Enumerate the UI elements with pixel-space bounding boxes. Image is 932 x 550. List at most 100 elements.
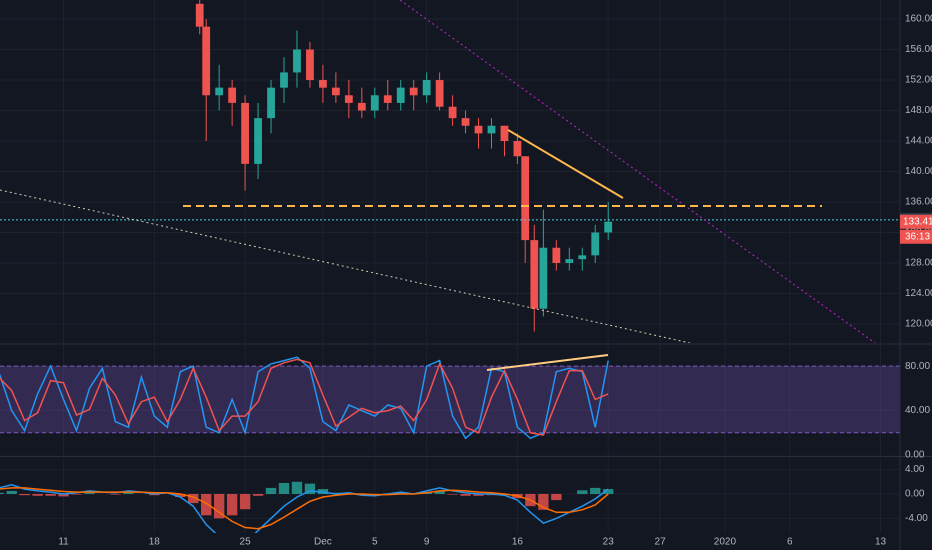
candle-body — [539, 247, 548, 309]
y-tick-label: 80.00 — [905, 361, 930, 372]
histogram-bar — [590, 487, 601, 494]
y-tick-label: 0.00 — [905, 489, 925, 500]
candle-body — [448, 106, 457, 119]
histogram-bar — [304, 483, 316, 494]
countdown-box — [900, 229, 932, 244]
candle-body — [435, 80, 444, 107]
x-tick-label: 18 — [149, 537, 161, 548]
candle-body — [396, 87, 405, 103]
candle-body — [344, 95, 353, 103]
x-tick-label: 16 — [512, 537, 524, 548]
trend-line — [0, 189, 691, 343]
drawings — [0, 0, 876, 343]
histogram-bar — [32, 493, 43, 496]
candle-body — [357, 102, 366, 111]
x-tick-label: 9 — [424, 537, 430, 548]
y-tick-label: 128.00 — [905, 258, 932, 269]
candle-body — [409, 87, 418, 96]
histogram-bar — [473, 493, 484, 496]
histogram-bar — [434, 490, 445, 494]
histogram-bar — [6, 490, 17, 494]
histogram-bar — [239, 493, 251, 510]
candle-body — [591, 232, 600, 256]
candle-body — [578, 255, 587, 260]
candle-body — [513, 141, 522, 157]
x-tick-label: 27 — [655, 537, 667, 548]
price-pane — [0, 0, 900, 343]
candle-body — [422, 80, 431, 96]
histogram-bar — [265, 487, 277, 494]
histogram-bar — [19, 493, 30, 496]
stoch-pane — [0, 345, 900, 455]
x-tick-label: 2020 — [714, 537, 737, 548]
candle-body — [241, 102, 249, 164]
candle-body — [228, 87, 237, 103]
candle-body — [195, 3, 204, 27]
histogram-bar — [291, 481, 303, 494]
y-tick-label: 144.00 — [905, 136, 932, 147]
x-tick-label: 23 — [603, 537, 615, 548]
candle-body — [604, 221, 613, 233]
candle-body — [461, 118, 470, 126]
candle-body — [521, 156, 530, 241]
candle-body — [267, 87, 275, 119]
y-tick-label: 4.00 — [905, 464, 925, 475]
y-tick-label: 124.00 — [905, 288, 932, 299]
histogram-bar — [110, 493, 121, 495]
candle-body — [319, 80, 327, 88]
y-tick-label: 0.00 — [905, 450, 925, 461]
x-tick-label: 25 — [240, 537, 252, 548]
divergence-line — [486, 354, 609, 371]
y-tick-label: 40.00 — [905, 405, 930, 416]
candle-body — [215, 87, 224, 96]
histogram-bar — [395, 492, 406, 494]
x-tick-label: 13 — [875, 537, 887, 548]
y-tick-label: 148.00 — [905, 105, 932, 116]
histogram-bar — [551, 493, 562, 501]
candle-body — [474, 125, 483, 134]
histogram-bar — [201, 493, 212, 516]
histogram-bar — [252, 493, 264, 496]
candle-body — [565, 259, 574, 263]
histogram-bar — [175, 493, 186, 498]
y-tick-label: 156.00 — [905, 44, 932, 55]
candle-body — [254, 118, 262, 164]
x-tick-label: 11 — [58, 537, 69, 548]
histogram-bar — [538, 493, 549, 510]
price-label: 133.41 — [903, 216, 932, 227]
candle-body — [202, 26, 211, 96]
histogram-bar — [84, 492, 95, 494]
histogram-bar — [447, 493, 458, 495]
histogram-bar — [71, 493, 82, 495]
y-tick-label: 152.00 — [905, 75, 932, 86]
x-tick-label: 6 — [787, 537, 793, 548]
histogram-bar — [603, 489, 614, 494]
price-label-box — [900, 214, 932, 229]
countdown: 36:13 — [905, 231, 930, 242]
series-line — [0, 356, 609, 440]
histogram-bar — [188, 493, 199, 504]
series-line — [0, 487, 609, 530]
y-tick-label: 160.00 — [905, 14, 932, 25]
histogram-bar — [278, 483, 290, 494]
candle-body — [383, 95, 392, 103]
candle-body — [487, 125, 496, 134]
y-tick-label: -4.00 — [905, 513, 928, 524]
candle-body — [293, 49, 301, 73]
histogram-bar — [577, 490, 588, 494]
candle-body — [370, 95, 379, 111]
histogram-bar — [0, 492, 4, 494]
y-tick-label: 140.00 — [905, 166, 932, 177]
histogram-bar — [226, 493, 238, 516]
candle-body — [306, 49, 314, 81]
histogram-bar — [45, 493, 56, 496]
macd-pane — [0, 458, 900, 533]
candle-body — [552, 247, 561, 263]
histogram-bar — [58, 493, 69, 497]
trend-line — [507, 129, 624, 199]
histogram-bar — [123, 492, 134, 494]
candle-body — [280, 72, 288, 88]
